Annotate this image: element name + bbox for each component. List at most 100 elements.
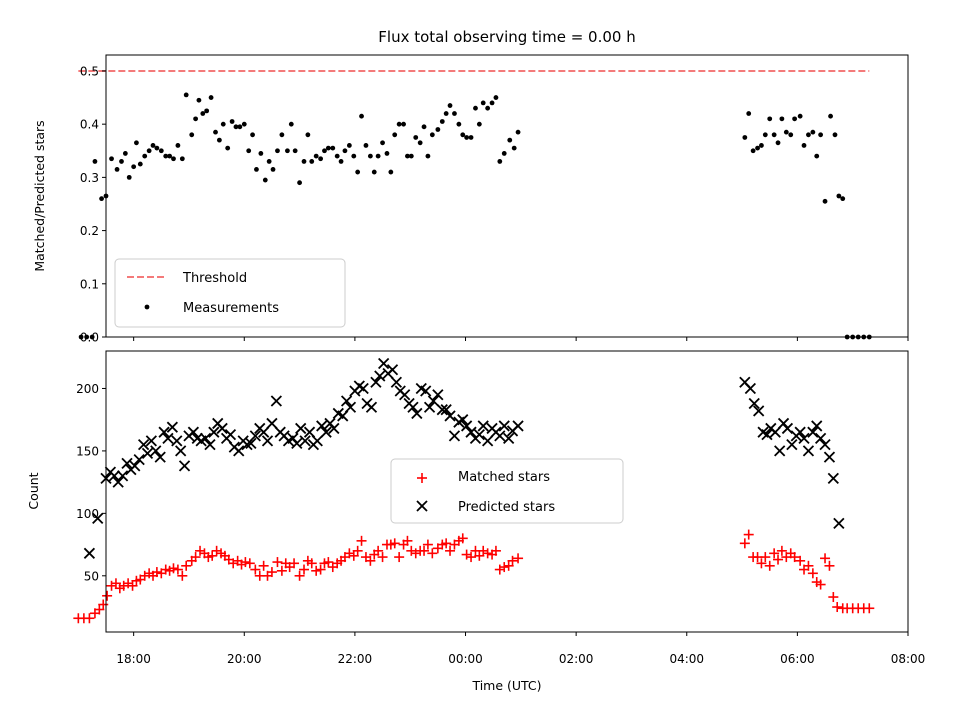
measurement-point [806, 132, 811, 138]
matched-star-point [795, 555, 806, 566]
predicted-star-point [291, 437, 303, 450]
measurement-point [119, 159, 124, 164]
measurement-point [515, 129, 521, 135]
measurement-point [476, 121, 482, 127]
predicted-star-point [295, 422, 307, 435]
measurement-point [318, 156, 324, 162]
measurement-point [408, 153, 414, 159]
matched-star-point [513, 553, 524, 564]
measurement-point [750, 148, 756, 154]
measurement-point [797, 113, 803, 119]
matched-star-point [402, 535, 413, 546]
measurement-point [468, 135, 474, 140]
x-tick-label: 08:00 [891, 652, 926, 666]
measurement-point [413, 135, 419, 140]
matched-star-point [356, 535, 367, 546]
measurement-point [229, 119, 235, 124]
predicted-star-point [112, 476, 124, 488]
measurement-point [122, 151, 128, 156]
predicted-star-point [769, 426, 781, 438]
predicted-star-point [423, 401, 436, 413]
predicted-star-point [175, 445, 187, 457]
matched-star-point [803, 560, 814, 571]
top-y-tick-label: 0.2 [80, 224, 99, 238]
matched-star-point [406, 545, 417, 556]
measurement-point [183, 92, 189, 98]
x-tick-label: 04:00 [669, 652, 704, 666]
measurement-point [233, 124, 239, 130]
measurement-point [258, 151, 264, 156]
matched-star-point [306, 558, 317, 569]
measurement-point [401, 121, 406, 127]
predicted-star-point [158, 426, 170, 438]
predicted-star-point [444, 410, 456, 422]
matched-star-point [461, 549, 472, 560]
predicted-star-point [171, 435, 183, 447]
measurement-point [84, 334, 90, 340]
matched-star-point [820, 553, 831, 564]
measurement-point [216, 137, 222, 143]
measurement-point [167, 153, 173, 159]
measurement-point [359, 113, 364, 119]
predicted-star-point [477, 420, 489, 432]
predicted-star-point [370, 376, 382, 388]
predicted-star-point [761, 429, 773, 441]
predicted-star-point [512, 420, 524, 432]
matched-star-point [151, 567, 162, 578]
measurement-point [171, 156, 176, 162]
measurement-point [301, 159, 307, 164]
measurement-point [460, 132, 466, 138]
predicted-star-point [378, 357, 390, 370]
measurement-point [818, 132, 824, 138]
measurement-point [200, 111, 206, 116]
matched-star-point [807, 568, 818, 579]
measurement-point [363, 143, 369, 148]
measurement-point [109, 156, 114, 162]
measurement-point [439, 119, 445, 124]
predicted-star-point [204, 439, 216, 451]
matched-star-point [172, 564, 183, 575]
predicted-star-point [798, 432, 810, 445]
matched-star-point [344, 548, 355, 559]
measurement-point [254, 166, 259, 172]
measurement-point [154, 145, 160, 151]
measurement-point [237, 124, 243, 130]
predicted-star-point [344, 401, 357, 413]
matched-star-point [490, 545, 501, 556]
measurement-point [250, 132, 255, 138]
measurement-point [746, 111, 752, 116]
measurement-point [297, 180, 302, 186]
measurement-point [270, 166, 276, 172]
matched-star-point [482, 548, 493, 559]
predicted-star-point [121, 457, 133, 470]
predicted-star-point [261, 435, 274, 447]
bottom-y-tick-label: 100 [76, 507, 99, 521]
predicted-star-point [83, 547, 96, 559]
measurement-point [89, 334, 95, 340]
x-tick-label: 06:00 [780, 652, 815, 666]
measurement-point [480, 100, 486, 106]
measurement-point [330, 145, 336, 151]
x-axis-label: Time (UTC) [471, 678, 541, 693]
measurement-point [305, 132, 311, 138]
measurement-point [131, 164, 137, 170]
chart-title: Flux total observing time = 0.00 h [378, 28, 635, 46]
measurement-point [92, 159, 98, 164]
measurement-point [836, 193, 842, 199]
measurement-point [464, 135, 470, 140]
top-legend: Threshold Measurements [114, 258, 346, 328]
matched-star-point [266, 567, 277, 578]
matched-star-point [102, 590, 113, 601]
matched-star-point [832, 602, 843, 613]
predicted-star-point [145, 435, 157, 447]
predicted-star-point [92, 512, 104, 524]
matched-star-point [789, 552, 800, 563]
bottom-y-ticks: 50 100 150 200 [76, 382, 106, 583]
predicted-star-point [270, 395, 282, 407]
top-y-tick-label: 0.5 [80, 64, 99, 78]
predicted-star-point [494, 430, 506, 442]
predicted-star-point [833, 517, 845, 529]
measurement-point [456, 121, 462, 127]
matched-star-point [427, 548, 438, 559]
predicted-star-point [299, 435, 311, 447]
